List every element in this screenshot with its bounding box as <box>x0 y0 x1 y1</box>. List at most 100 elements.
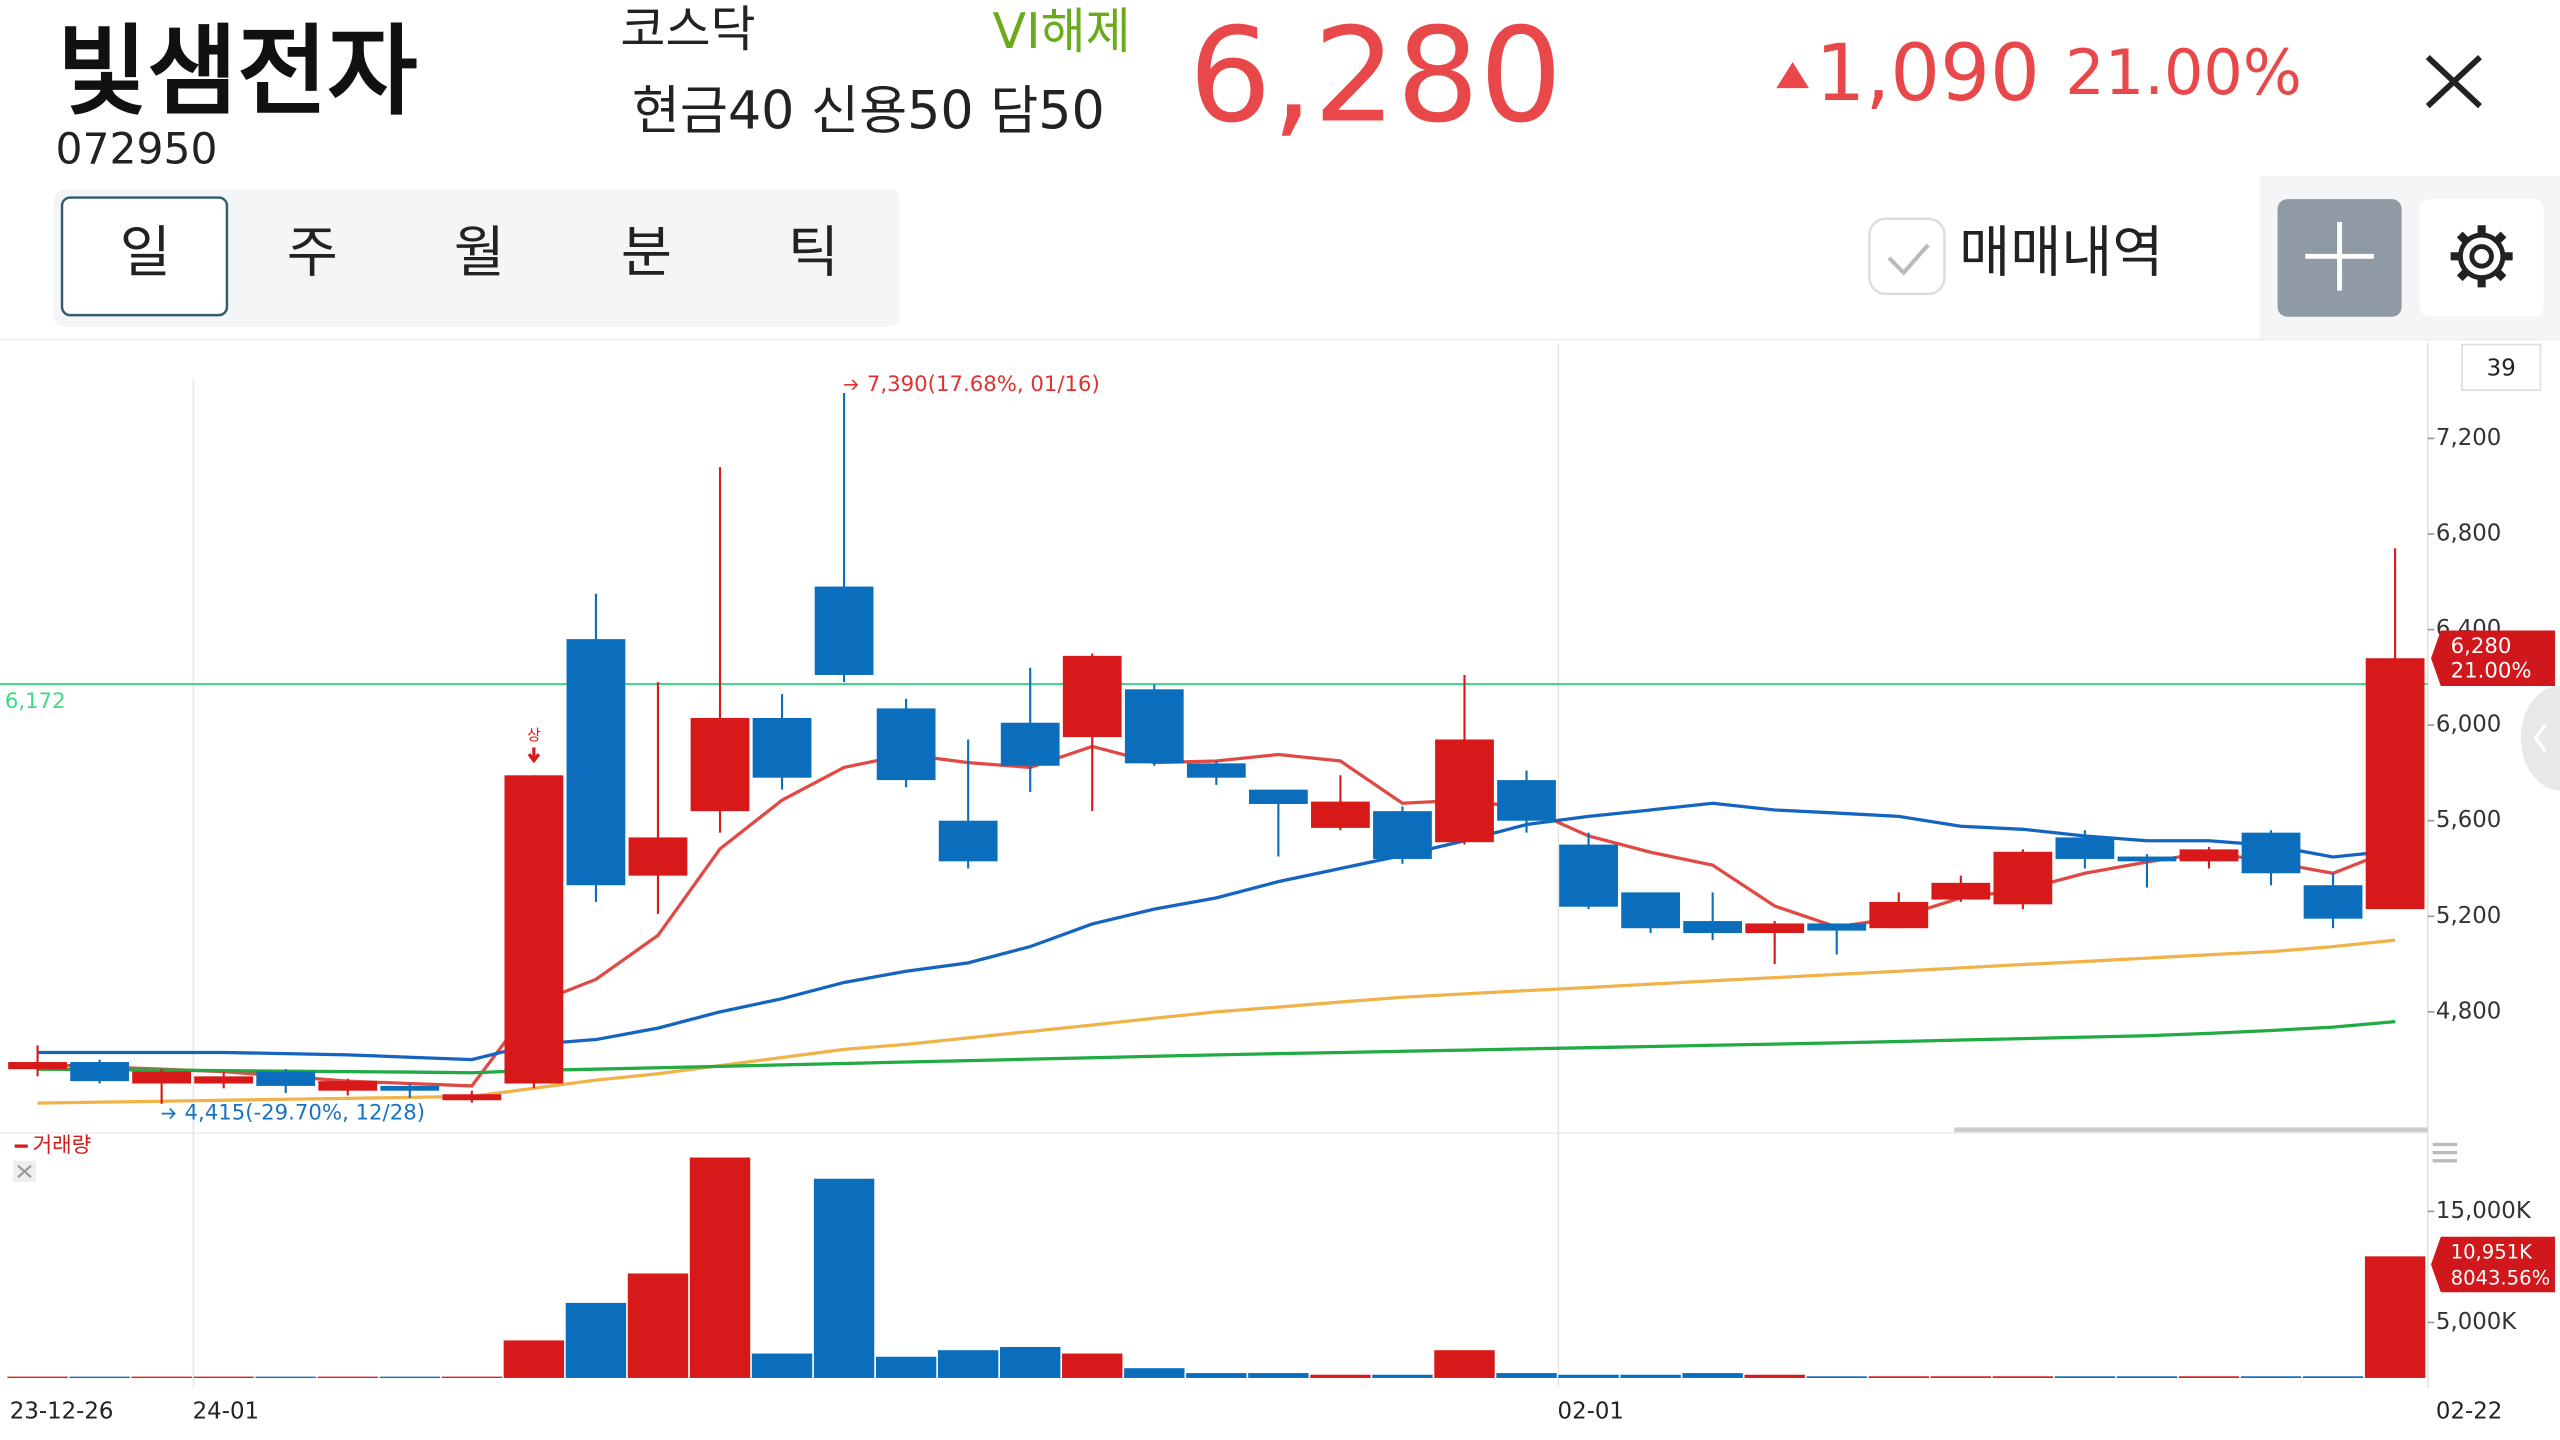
checkbox[interactable] <box>1868 217 1946 296</box>
candle-body <box>504 775 564 1084</box>
y-tick-label: 6,000 <box>2436 712 2501 738</box>
vi-status: VI해제 <box>993 3 1131 60</box>
tab-bar <box>53 189 900 327</box>
candle-body <box>2303 885 2363 919</box>
volume-bar <box>441 1376 503 1378</box>
gear-icon <box>2450 225 2513 288</box>
candle-body <box>1869 901 1929 929</box>
candle-body <box>318 1081 378 1091</box>
volume-bar <box>1434 1350 1495 1378</box>
candle-body <box>1559 844 1618 907</box>
candle-body <box>194 1076 254 1084</box>
last-change: 21.00% <box>2451 658 2532 683</box>
candle-body <box>8 1062 67 1070</box>
volume-bar <box>2364 1256 2426 1378</box>
checkmark <box>1887 243 1930 276</box>
settings-button[interactable] <box>2419 199 2544 317</box>
y-tick-label: 7,200 <box>2436 425 2501 451</box>
candle-body <box>1435 739 1494 843</box>
candle-body <box>814 586 874 675</box>
volume-bar <box>627 1273 689 1378</box>
limit-up-arrow <box>527 747 541 764</box>
volume-bar <box>7 1376 68 1378</box>
candle-body <box>1124 689 1184 764</box>
candle-body <box>690 717 750 812</box>
max-annotation: 7,390(17.68%, 01/16) <box>867 372 1100 397</box>
tab-label[interactable]: 틱 <box>788 220 839 285</box>
candle-body <box>380 1085 440 1091</box>
volume-bar <box>1930 1376 1992 1378</box>
candle-body <box>1807 923 1867 931</box>
plus-icon <box>2305 222 2374 291</box>
moving-average <box>37 938 2396 1105</box>
trade-history-label[interactable]: 매매내역 <box>1959 220 2163 285</box>
volume-bar <box>565 1302 627 1378</box>
moving-average <box>37 744 2396 1088</box>
candle-body <box>566 639 626 886</box>
volume-bar <box>69 1376 130 1378</box>
x-tick-label: 02-01 <box>1558 1399 1624 1425</box>
volume-bar <box>689 1157 751 1378</box>
volume-bar <box>2054 1376 2116 1378</box>
candle-body <box>1373 811 1432 859</box>
candle-body <box>1621 892 1680 929</box>
price-change: 1,090 <box>1816 28 2040 119</box>
market: 코스닥 <box>620 1 755 58</box>
stock-name: 빛샘전자 <box>57 15 417 129</box>
candle-body <box>2241 832 2301 874</box>
tab-label[interactable]: 주 <box>287 220 338 285</box>
menu-icon[interactable] <box>2432 1142 2458 1163</box>
candle-count: 39 <box>2487 355 2516 381</box>
candle-body <box>2365 658 2425 910</box>
volume-bar <box>1310 1374 1371 1378</box>
volume-bar <box>1372 1374 1433 1378</box>
y-tick-label: 15,000K <box>2436 1198 2532 1224</box>
margin-info: 현금40 신용50 담50 <box>632 81 1105 141</box>
candle-body <box>132 1071 192 1084</box>
x-tick-label: 02-22 <box>2436 1399 2502 1425</box>
tab-selected[interactable] <box>60 196 229 317</box>
volume-bar <box>255 1376 316 1378</box>
min-annotation: 4,415(-29.70%, 12/28) <box>184 1101 425 1126</box>
candle-body <box>1248 789 1308 804</box>
moving-average <box>37 801 2396 1062</box>
volume-bar <box>1558 1374 1619 1378</box>
tab-label[interactable]: 월 <box>454 220 505 285</box>
chevron <box>2533 723 2547 752</box>
tab-label[interactable]: 분 <box>621 220 672 285</box>
volume-bar <box>1806 1376 1867 1378</box>
volume-bar <box>1496 1373 1557 1378</box>
volume-bar <box>317 1376 378 1378</box>
annotation-arrow <box>844 379 859 391</box>
candle-body <box>2117 856 2177 862</box>
y-tick-label: 5,000K <box>2436 1309 2517 1335</box>
candle-body <box>2179 849 2239 862</box>
volume-bar <box>875 1356 937 1378</box>
volume-bar <box>2178 1376 2240 1378</box>
close-button[interactable] <box>2425 55 2482 109</box>
volume-bar <box>1248 1373 1309 1378</box>
volume-bar <box>1992 1376 2054 1378</box>
candle-body <box>2055 837 2115 859</box>
y-tick-label: 4,800 <box>2436 998 2501 1024</box>
candle-body <box>1062 655 1122 738</box>
price-box <box>2431 630 2556 686</box>
tab-label[interactable]: 일 <box>120 220 171 285</box>
count-box <box>2461 343 2542 392</box>
candle-body <box>876 708 936 781</box>
volume-bar <box>131 1376 192 1378</box>
volume-bar <box>937 1350 999 1378</box>
volume-bar <box>1868 1376 1929 1378</box>
candle-body <box>442 1094 502 1101</box>
limit-up-marker: 상 <box>527 727 541 744</box>
up-arrow <box>1776 62 1809 89</box>
candle-body <box>1311 801 1370 828</box>
candle-body <box>70 1062 129 1082</box>
volume-bar <box>193 1376 254 1378</box>
volume-bar <box>1062 1353 1123 1378</box>
y-tick-label: 5,200 <box>2436 903 2501 929</box>
y-tick-label: 6,800 <box>2436 520 2501 546</box>
side-handle[interactable] <box>2520 685 2560 791</box>
candle-body <box>1931 882 1991 900</box>
